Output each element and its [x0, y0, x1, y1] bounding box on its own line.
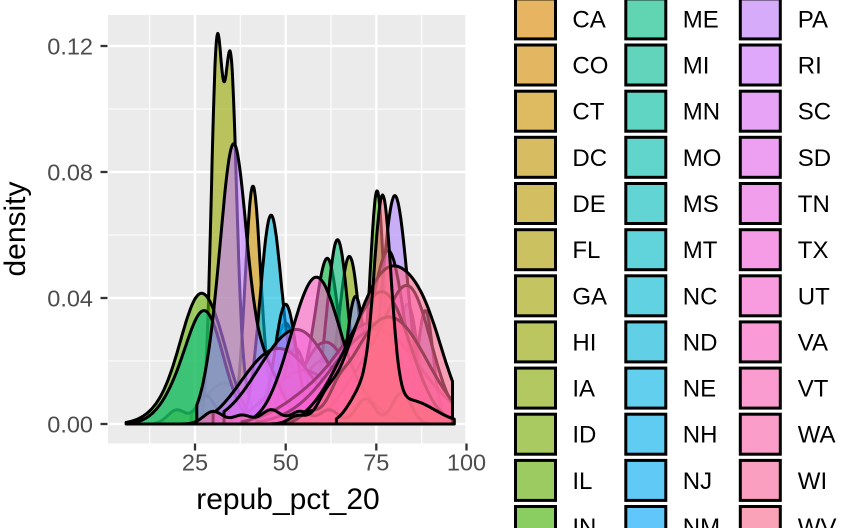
svg-text:SD: SD: [798, 145, 831, 172]
svg-text:NM: NM: [683, 514, 720, 528]
svg-text:MI: MI: [683, 53, 710, 80]
svg-text:PA: PA: [798, 6, 828, 33]
svg-text:MS: MS: [683, 191, 719, 218]
svg-text:density: density: [0, 181, 32, 276]
svg-text:HI: HI: [572, 329, 596, 356]
svg-text:WI: WI: [798, 468, 827, 495]
svg-text:0.12: 0.12: [47, 33, 93, 59]
svg-text:75: 75: [363, 450, 389, 476]
svg-text:GA: GA: [572, 283, 607, 310]
svg-text:ID: ID: [572, 422, 596, 449]
svg-text:NJ: NJ: [683, 468, 712, 495]
svg-text:UT: UT: [798, 283, 830, 310]
svg-text:NH: NH: [683, 422, 718, 449]
svg-text:MO: MO: [683, 145, 722, 172]
svg-text:MT: MT: [683, 237, 718, 264]
svg-text:VT: VT: [798, 376, 829, 403]
svg-text:MN: MN: [683, 99, 720, 126]
svg-text:RI: RI: [798, 53, 822, 80]
svg-text:0.00: 0.00: [47, 411, 93, 437]
svg-text:100: 100: [447, 450, 486, 476]
svg-text:CA: CA: [572, 6, 605, 33]
svg-text:IN: IN: [572, 514, 596, 528]
svg-text:WA: WA: [798, 422, 836, 449]
svg-text:IA: IA: [572, 376, 595, 403]
svg-text:25: 25: [182, 450, 208, 476]
svg-text:0.08: 0.08: [47, 159, 93, 185]
svg-text:NE: NE: [683, 376, 716, 403]
svg-text:IL: IL: [572, 468, 592, 495]
svg-text:CT: CT: [572, 99, 604, 126]
svg-text:NC: NC: [683, 283, 718, 310]
svg-text:TX: TX: [798, 237, 829, 264]
svg-text:ME: ME: [683, 6, 719, 33]
svg-text:CO: CO: [572, 53, 608, 80]
svg-text:DE: DE: [572, 191, 605, 218]
svg-text:repub_pct_20: repub_pct_20: [196, 483, 380, 516]
svg-text:FL: FL: [572, 237, 600, 264]
svg-text:DC: DC: [572, 145, 607, 172]
svg-text:TN: TN: [798, 191, 830, 218]
svg-text:50: 50: [273, 450, 299, 476]
svg-text:WV: WV: [798, 514, 837, 528]
svg-text:VA: VA: [798, 329, 828, 356]
svg-text:ND: ND: [683, 329, 718, 356]
svg-text:SC: SC: [798, 99, 831, 126]
svg-text:0.04: 0.04: [47, 285, 93, 311]
